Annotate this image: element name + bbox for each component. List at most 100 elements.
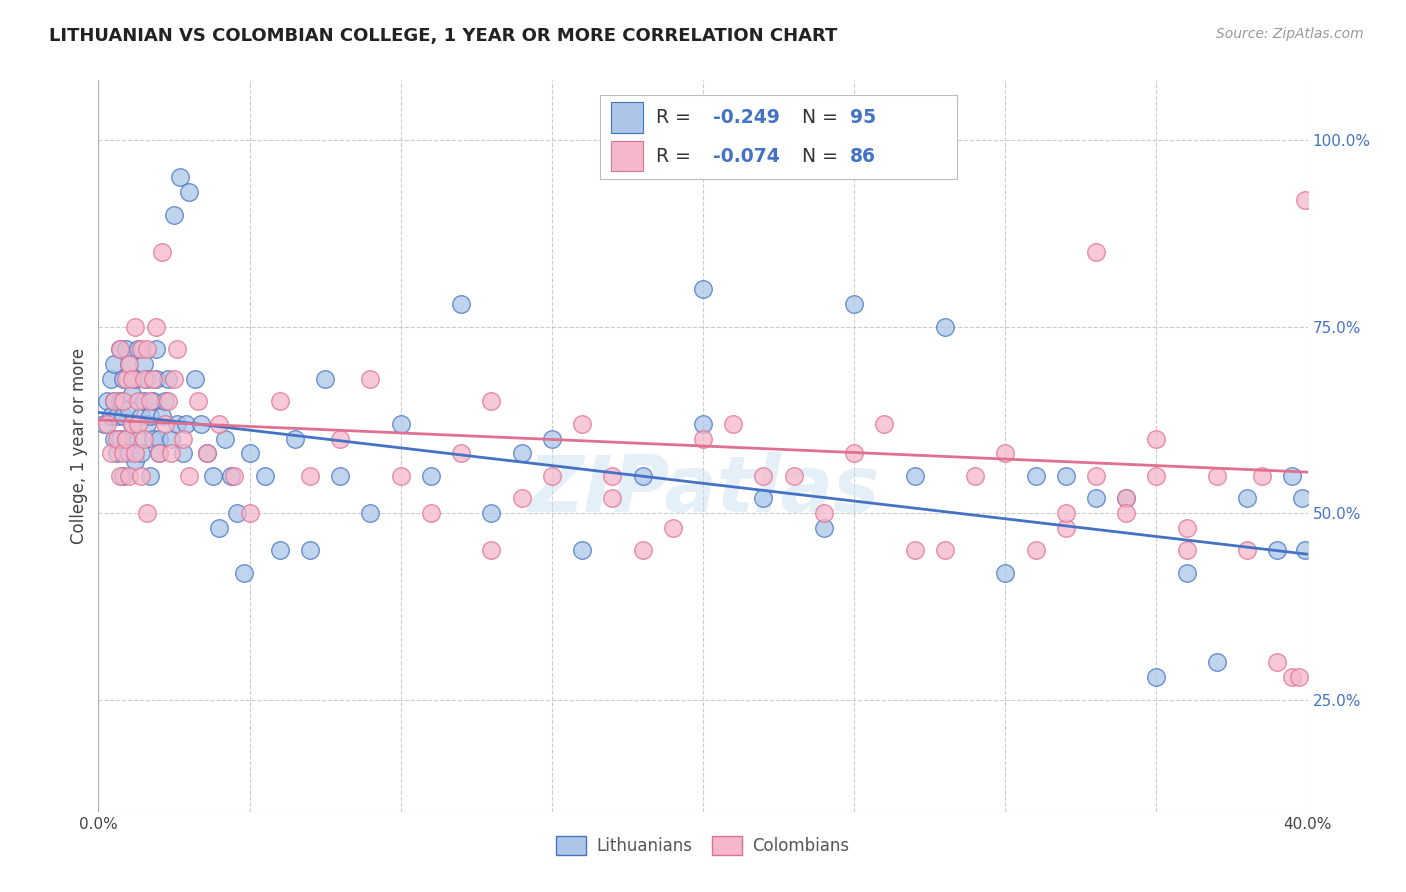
Point bbox=[160, 446, 183, 460]
Point bbox=[169, 170, 191, 185]
Point bbox=[111, 372, 134, 386]
Point bbox=[124, 446, 146, 460]
Point bbox=[1291, 491, 1313, 506]
Point bbox=[783, 468, 806, 483]
Point bbox=[692, 417, 714, 431]
Point bbox=[156, 394, 179, 409]
Point bbox=[269, 543, 291, 558]
Point bbox=[1236, 491, 1258, 506]
Point bbox=[1085, 468, 1108, 483]
Point bbox=[208, 521, 231, 535]
Point bbox=[108, 432, 131, 446]
Point bbox=[118, 357, 141, 371]
Point bbox=[1054, 521, 1077, 535]
Point bbox=[100, 372, 122, 386]
Point bbox=[121, 417, 143, 431]
Point bbox=[139, 468, 162, 483]
Point bbox=[1085, 244, 1108, 259]
Point bbox=[360, 372, 382, 386]
Point bbox=[195, 446, 218, 460]
Point bbox=[661, 521, 683, 535]
Point bbox=[1175, 543, 1198, 558]
Point bbox=[1054, 506, 1077, 520]
Point bbox=[118, 401, 141, 416]
Point bbox=[1115, 506, 1137, 520]
Point bbox=[114, 342, 136, 356]
Point bbox=[179, 186, 201, 200]
Point bbox=[111, 394, 134, 409]
Point bbox=[187, 394, 209, 409]
Point bbox=[103, 394, 125, 409]
Point bbox=[108, 342, 131, 356]
Point bbox=[96, 394, 118, 409]
Point bbox=[118, 468, 141, 483]
Point bbox=[389, 417, 412, 431]
Point bbox=[329, 432, 352, 446]
Point bbox=[103, 357, 125, 371]
Point bbox=[1175, 521, 1198, 535]
Point bbox=[93, 417, 115, 431]
Point bbox=[163, 372, 186, 386]
Point bbox=[124, 454, 146, 468]
Point bbox=[129, 468, 152, 483]
Point bbox=[166, 342, 188, 356]
Point bbox=[156, 372, 179, 386]
Point bbox=[540, 432, 562, 446]
Point bbox=[752, 468, 775, 483]
Point bbox=[127, 432, 149, 446]
Point bbox=[602, 468, 624, 483]
Point bbox=[420, 468, 443, 483]
Point bbox=[904, 468, 927, 483]
Point bbox=[692, 432, 714, 446]
Point bbox=[450, 446, 472, 460]
Point bbox=[873, 417, 896, 431]
Point bbox=[239, 506, 262, 520]
Point bbox=[994, 446, 1017, 460]
Point bbox=[224, 468, 246, 483]
Point bbox=[221, 468, 243, 483]
Point bbox=[631, 543, 654, 558]
Point bbox=[1281, 670, 1303, 684]
Point bbox=[1236, 543, 1258, 558]
Point bbox=[723, 417, 745, 431]
Point bbox=[111, 409, 134, 424]
Point bbox=[172, 446, 194, 460]
Point bbox=[1144, 432, 1167, 446]
Y-axis label: College, 1 year or more: College, 1 year or more bbox=[70, 348, 89, 544]
Point bbox=[1054, 468, 1077, 483]
Point bbox=[1115, 491, 1137, 506]
Point bbox=[142, 372, 165, 386]
Point bbox=[124, 372, 146, 386]
Point bbox=[114, 372, 136, 386]
Point bbox=[132, 372, 155, 386]
Point bbox=[103, 394, 125, 409]
Point bbox=[179, 468, 201, 483]
Point bbox=[1267, 656, 1289, 670]
Legend: Lithuanians, Colombians: Lithuanians, Colombians bbox=[550, 830, 856, 862]
Point bbox=[100, 446, 122, 460]
Point bbox=[127, 342, 149, 356]
Point bbox=[174, 417, 197, 431]
Point bbox=[1144, 670, 1167, 684]
Point bbox=[844, 297, 866, 311]
Point bbox=[111, 446, 134, 460]
Point bbox=[103, 432, 125, 446]
Point bbox=[752, 491, 775, 506]
Point bbox=[166, 417, 188, 431]
Point bbox=[1294, 543, 1316, 558]
Point bbox=[1175, 566, 1198, 580]
Point bbox=[420, 506, 443, 520]
Text: LITHUANIAN VS COLOMBIAN COLLEGE, 1 YEAR OR MORE CORRELATION CHART: LITHUANIAN VS COLOMBIAN COLLEGE, 1 YEAR … bbox=[49, 27, 838, 45]
Point bbox=[813, 506, 835, 520]
Point bbox=[844, 446, 866, 460]
Point bbox=[145, 372, 167, 386]
Point bbox=[105, 432, 128, 446]
Point bbox=[142, 394, 165, 409]
Point bbox=[1206, 656, 1229, 670]
Point bbox=[105, 446, 128, 460]
Point bbox=[214, 432, 236, 446]
Point bbox=[481, 506, 503, 520]
Point bbox=[96, 417, 118, 431]
Point bbox=[299, 468, 322, 483]
Point bbox=[163, 208, 186, 222]
